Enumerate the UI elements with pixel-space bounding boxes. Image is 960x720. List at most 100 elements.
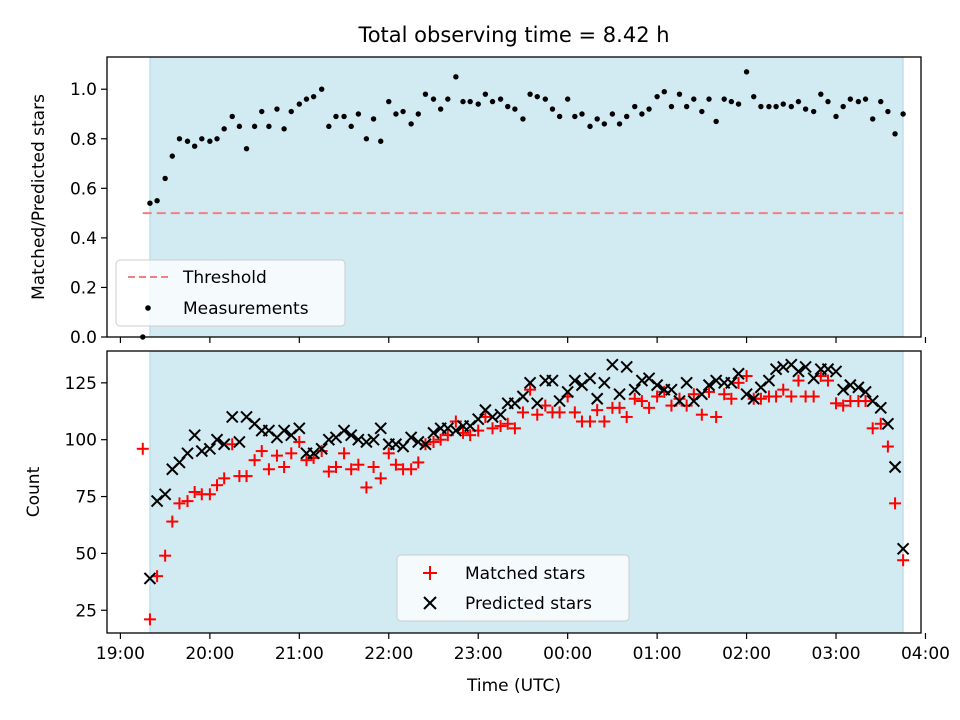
measurement-point — [564, 96, 571, 102]
measurement-point — [735, 101, 742, 107]
time-x-tick-label: 20:00 — [185, 644, 234, 664]
predicted-legend-swatch — [423, 596, 437, 610]
measurement-point — [691, 96, 697, 102]
predicted-star-marker — [188, 428, 201, 442]
measurement-point — [386, 98, 392, 105]
measurement-point — [207, 138, 213, 144]
measurement-point — [415, 111, 421, 117]
predicted-star-marker — [360, 435, 373, 449]
measurement-point — [453, 74, 459, 80]
measurement-point — [646, 106, 652, 112]
predicted-star-marker — [702, 378, 716, 392]
predicted-star-marker — [695, 388, 709, 401]
threshold-legend-label: Threshold — [182, 268, 267, 288]
measurement-point — [489, 98, 496, 105]
ratio-y-tick-label: 1.0 — [70, 80, 97, 100]
matched-star-marker — [338, 447, 351, 460]
ratio-y-axis-label: Matched/Predicted stars — [29, 94, 49, 300]
predicted-star-marker — [583, 372, 597, 385]
measurement-point — [773, 103, 779, 110]
time-x-tick-label: 21:00 — [275, 644, 324, 664]
chart-title: Total observing time = 8.42 h — [357, 23, 669, 47]
matched-star-marker — [389, 458, 402, 471]
ratio-plot-frame — [106, 56, 922, 338]
matched-stars-points — [136, 370, 910, 626]
measurement-point — [296, 101, 303, 107]
measurement-point — [221, 126, 227, 132]
predicted-star-marker — [516, 390, 530, 403]
predicted-star-marker — [404, 431, 418, 444]
predicted-star-marker — [203, 442, 217, 455]
predicted-star-marker — [709, 374, 723, 387]
measurement-point — [310, 93, 317, 100]
predicted-star-marker — [367, 433, 380, 446]
predicted-star-marker — [799, 360, 812, 374]
measurement-point — [505, 103, 511, 110]
measurement-point — [572, 113, 578, 120]
time-x-tick-label: 00:00 — [543, 644, 592, 664]
time-x-tick-label: 02:00 — [722, 644, 771, 664]
count-y-tick-label: 25 — [75, 601, 97, 621]
matched-star-marker — [643, 401, 656, 414]
ratio-legend: Threshold Measurements — [115, 259, 346, 327]
measurement-point — [847, 96, 854, 102]
predicted-star-marker — [740, 388, 753, 401]
matched-star-marker — [754, 392, 767, 405]
measurement-point — [527, 91, 533, 97]
measurement-point — [802, 106, 809, 112]
measurement-point — [699, 108, 705, 115]
matched-star-marker — [203, 488, 216, 501]
matched-star-marker — [248, 454, 261, 467]
measurement-point — [482, 91, 489, 97]
measurement-point — [199, 136, 205, 142]
matched-star-marker — [360, 481, 373, 494]
predicted-star-marker — [888, 460, 902, 474]
predicted-star-marker — [725, 376, 738, 390]
matched-star-marker — [687, 388, 700, 401]
measurement-points — [140, 69, 906, 340]
measurement-point — [587, 123, 593, 130]
matched-star-marker — [159, 549, 172, 562]
matched-star-marker — [889, 497, 902, 510]
predicted-star-marker — [673, 394, 686, 408]
measurements-legend-label: Measurements — [183, 299, 309, 319]
predicted-star-marker — [613, 388, 626, 401]
matched-star-marker — [315, 445, 328, 458]
predicted-star-marker — [210, 433, 224, 446]
count-axes: 25 50 75 100 125 19:00 20:00 21:00 22:00 23:00 00:… — [65, 374, 950, 664]
measurement-point — [728, 98, 735, 105]
measurement-point — [855, 98, 862, 105]
measurement-point — [370, 116, 377, 122]
matched-star-marker — [218, 472, 231, 485]
predicted-star-marker — [807, 372, 820, 385]
matched-star-marker — [651, 390, 664, 403]
predicted-star-marker — [412, 435, 425, 449]
measurement-point — [400, 108, 406, 115]
measurement-point — [154, 198, 160, 204]
predicted-star-marker — [680, 376, 693, 390]
predicted-star-marker — [598, 376, 611, 390]
measurement-point — [810, 108, 817, 115]
measurement-point — [654, 93, 660, 100]
predicted-star-marker — [829, 365, 843, 378]
count-legend-box — [396, 554, 630, 622]
measurement-point — [713, 118, 719, 125]
predicted-star-marker — [881, 417, 895, 430]
measurement-point — [363, 136, 370, 142]
predicted-star-marker — [836, 383, 850, 396]
matched-star-marker — [792, 374, 805, 387]
time-x-axis-label: Time (UTC) — [466, 676, 561, 696]
matched-star-marker — [807, 390, 820, 403]
measurement-point — [639, 111, 645, 117]
measurement-point — [497, 96, 504, 102]
predicted-star-marker — [821, 362, 835, 376]
matched-star-marker — [494, 420, 507, 433]
matched-star-marker — [405, 463, 418, 476]
measurement-point — [303, 96, 310, 102]
predicted-star-marker — [449, 424, 463, 437]
measurement-point — [333, 113, 339, 120]
measurement-point — [758, 103, 764, 110]
measurement-point — [616, 121, 623, 127]
count-y-axis-label: Count — [24, 466, 44, 517]
matched-star-marker — [367, 460, 380, 473]
